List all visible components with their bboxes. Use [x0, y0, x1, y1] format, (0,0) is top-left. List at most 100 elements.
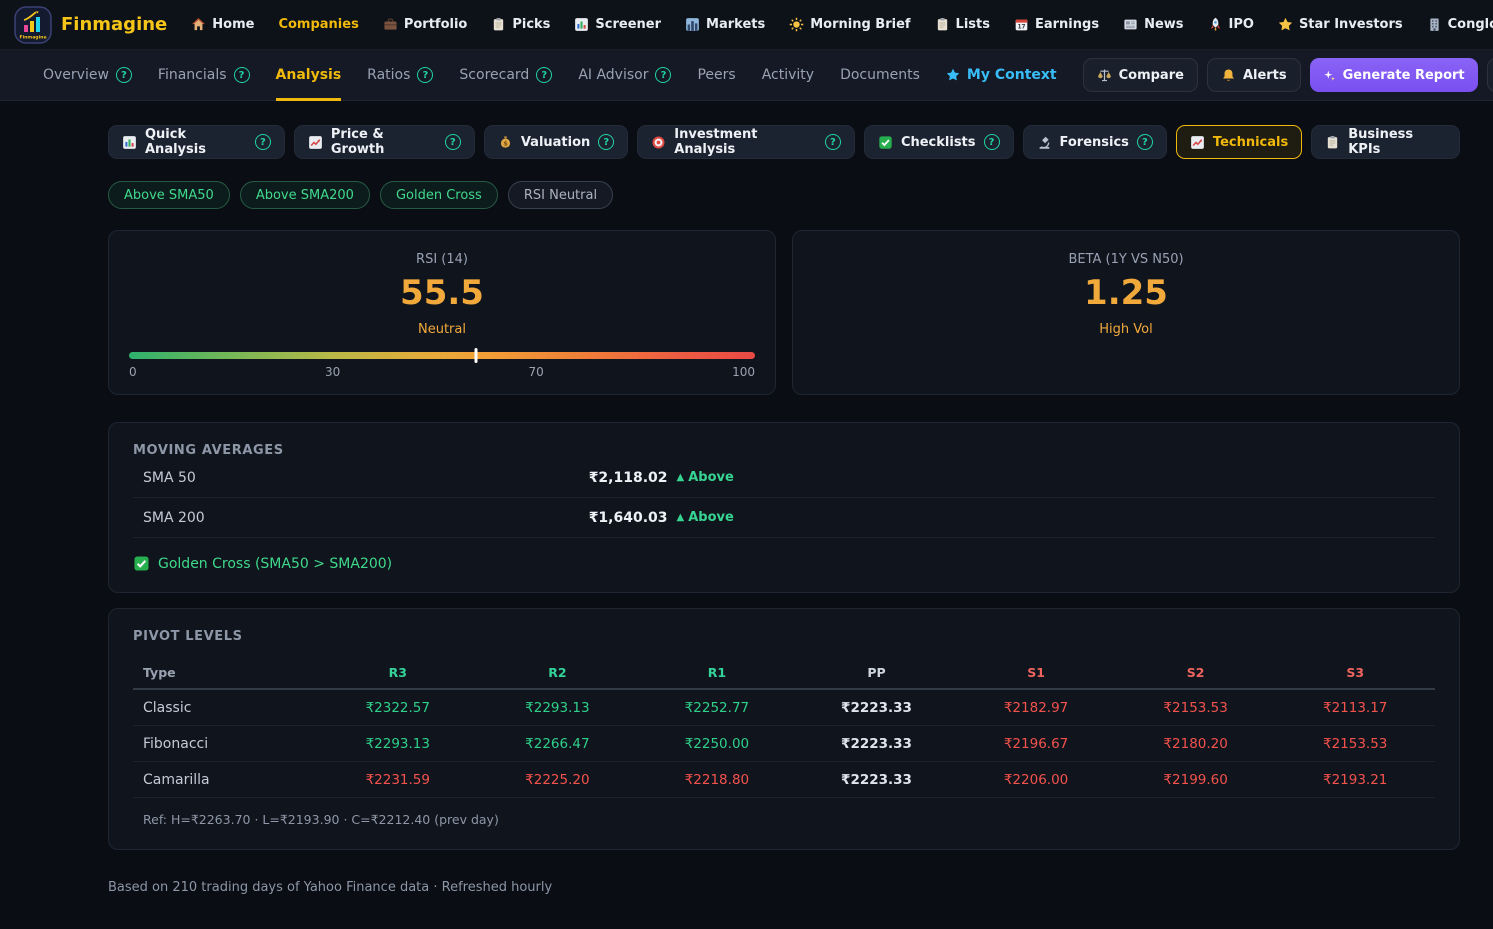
subtab-business-kpis[interactable]: Business KPIs	[1311, 125, 1460, 159]
golden-cross-text: Golden Cross (SMA50 > SMA200)	[158, 556, 392, 572]
pivot-cell: ₹2266.47	[478, 736, 638, 752]
sun-icon	[789, 17, 804, 32]
star-icon	[946, 68, 960, 82]
bar-chart-icon	[574, 17, 589, 32]
pivot-cell: ₹2196.67	[956, 736, 1116, 752]
subtab-label: Price & Growth	[331, 127, 437, 157]
help-icon[interactable]: ?	[1137, 134, 1153, 150]
tab-ai-advisor[interactable]: AI Advisor ?	[578, 50, 671, 101]
brand[interactable]: Finmagine Finmagine	[14, 6, 167, 44]
help-icon[interactable]: ?	[417, 67, 433, 83]
tab-scorecard[interactable]: Scorecard ?	[459, 50, 552, 101]
tab-activity[interactable]: Activity	[762, 50, 814, 101]
tab-documents[interactable]: Documents	[840, 50, 920, 101]
nav-item-screener[interactable]: Screener	[574, 17, 661, 32]
sparkles-icon	[1323, 69, 1336, 82]
nav-item-companies[interactable]: Companies	[278, 17, 358, 32]
tab-label: Scorecard	[459, 67, 529, 83]
nav-item-markets[interactable]: Markets	[685, 17, 765, 32]
button-label: Compare	[1119, 68, 1184, 83]
scales-icon	[1097, 68, 1112, 83]
subtab-label: Checklists	[901, 135, 976, 150]
nav-item-portfolio[interactable]: Portfolio	[383, 17, 468, 32]
nav-item-morning-brief[interactable]: Morning Brief	[789, 17, 910, 32]
rsi-gauge: 0 30 70 100	[129, 352, 755, 379]
rocket-icon	[1208, 17, 1223, 32]
tab-overview[interactable]: Overview ?	[43, 50, 132, 101]
button-label: Generate Report	[1343, 68, 1465, 83]
table-row: Classic ₹2322.57 ₹2293.13 ₹2252.77 ₹2223…	[133, 690, 1435, 726]
alerts-button[interactable]: Alerts	[1207, 58, 1301, 92]
help-icon[interactable]: ?	[255, 134, 271, 150]
chart-up-icon	[1190, 135, 1205, 150]
nav-item-news[interactable]: News	[1123, 17, 1183, 32]
help-icon[interactable]: ?	[445, 134, 461, 150]
nav-item-label: Home	[212, 17, 254, 32]
subtab-valuation[interactable]: $ Valuation ?	[484, 125, 628, 159]
compare-button[interactable]: Compare	[1083, 58, 1198, 92]
help-icon[interactable]: ?	[234, 67, 250, 83]
tab-my-context[interactable]: My Context	[946, 50, 1057, 101]
nav-item-label: Conglomerates	[1448, 17, 1493, 32]
check-square-icon	[133, 555, 150, 572]
nav-item-picks[interactable]: Picks	[491, 17, 550, 32]
help-icon[interactable]: ?	[655, 67, 671, 83]
nav-item-home[interactable]: Home	[191, 17, 254, 32]
tab-analysis[interactable]: Analysis	[276, 50, 342, 101]
subtab-investment-analysis[interactable]: Investment Analysis ?	[637, 125, 855, 159]
column-header: R2	[478, 665, 638, 680]
beta-title: BETA (1Y VS N50)	[1068, 252, 1183, 267]
help-icon[interactable]: ?	[116, 67, 132, 83]
column-header: Type	[133, 665, 318, 680]
pivot-type: Fibonacci	[133, 736, 318, 752]
status-text: Above	[688, 470, 734, 485]
column-header: S1	[956, 665, 1116, 680]
nav-item-label: Star Investors	[1299, 17, 1403, 32]
pivot-type: Camarilla	[133, 772, 318, 788]
pivot-cell: ₹2193.21	[1275, 772, 1435, 788]
help-icon[interactable]: ?	[984, 134, 1000, 150]
calendar-icon: 17	[1014, 17, 1029, 32]
nav-item-earnings[interactable]: 17 Earnings	[1014, 17, 1099, 32]
subtab-technicals[interactable]: Technicals	[1176, 125, 1302, 159]
nav-item-ipo[interactable]: IPO	[1208, 17, 1254, 32]
nav-item-label: IPO	[1229, 17, 1254, 32]
beta-status: High Vol	[1099, 322, 1152, 337]
pivot-cell: ₹2293.13	[318, 736, 478, 752]
guides-button[interactable]: Guides	[1487, 58, 1493, 92]
pivot-levels-panel: PIVOT LEVELS Type R3 R2 R1 PP S1 S2 S3 C…	[108, 608, 1460, 850]
subtab-forensics[interactable]: Forensics ?	[1023, 125, 1167, 159]
help-icon[interactable]: ?	[825, 134, 841, 150]
subtab-price-growth[interactable]: Price & Growth ?	[294, 125, 475, 159]
nav-item-label: Screener	[595, 17, 661, 32]
pivot-cell: ₹2231.59	[318, 772, 478, 788]
tab-label: Financials	[158, 67, 227, 83]
help-icon[interactable]: ?	[598, 134, 614, 150]
cityscape-icon	[685, 17, 700, 32]
badge-above-sma200: Above SMA200	[240, 181, 370, 209]
tab-financials[interactable]: Financials ?	[158, 50, 250, 101]
nav-item-conglomerates[interactable]: Conglomerates	[1427, 17, 1493, 32]
pivot-cell: ₹2225.20	[478, 772, 638, 788]
clipboard-icon	[491, 17, 506, 32]
star-icon	[1278, 17, 1293, 32]
data-source-footnote: Based on 210 trading days of Yahoo Finan…	[108, 880, 1460, 895]
badge-golden-cross: Golden Cross	[380, 181, 498, 209]
pivot-cell: ₹2153.53	[1116, 700, 1276, 716]
nav-item-lists[interactable]: Lists	[935, 17, 990, 32]
nav-item-star-investors[interactable]: Star Investors	[1278, 17, 1403, 32]
generate-report-button[interactable]: Generate Report	[1310, 58, 1478, 92]
tab-ratios[interactable]: Ratios ?	[367, 50, 433, 101]
column-header: R1	[637, 665, 797, 680]
tab-peers[interactable]: Peers	[697, 50, 735, 101]
nav-item-label: Companies	[278, 17, 358, 32]
subtab-label: Technicals	[1213, 135, 1288, 150]
sma50-status: ▲ Above	[677, 470, 734, 485]
sma50-value: ₹2,118.02	[589, 470, 668, 486]
subtab-quick-analysis[interactable]: Quick Analysis ?	[108, 125, 285, 159]
tab-label: Activity	[762, 67, 814, 83]
help-icon[interactable]: ?	[536, 67, 552, 83]
nav-item-label: Morning Brief	[810, 17, 910, 32]
tab-label: My Context	[967, 67, 1057, 83]
subtab-checklists[interactable]: Checklists ?	[864, 125, 1014, 159]
